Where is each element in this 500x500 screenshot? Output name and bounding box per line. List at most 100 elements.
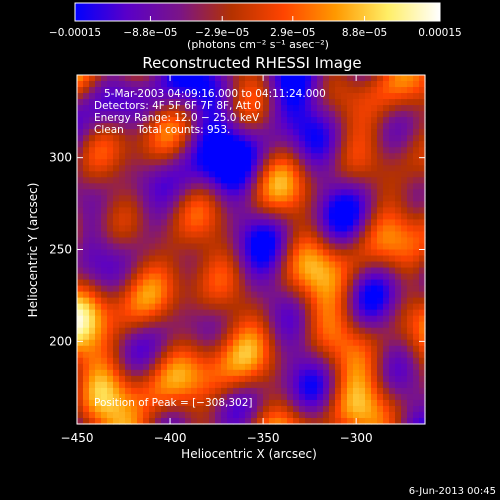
heatmap-cell xyxy=(317,339,324,347)
heatmap-cell xyxy=(377,303,384,311)
heatmap-cell xyxy=(251,273,258,281)
heatmap-cell xyxy=(125,417,132,425)
heatmap-cell xyxy=(251,339,258,347)
heatmap-cell xyxy=(257,99,264,106)
heatmap-cell xyxy=(149,219,156,227)
heatmap-cell xyxy=(353,141,360,148)
heatmap-cell xyxy=(197,243,204,251)
heatmap-cell xyxy=(137,375,144,383)
heatmap-cell xyxy=(263,243,270,251)
heatmap-cell xyxy=(113,87,120,94)
heatmap-cell xyxy=(395,207,402,214)
heatmap-cell xyxy=(173,303,180,311)
heatmap-cell xyxy=(143,117,150,124)
heatmap-cell xyxy=(203,183,210,190)
heatmap-cell xyxy=(143,321,150,329)
heatmap-cell xyxy=(179,315,186,323)
heatmap-cell xyxy=(269,333,276,341)
heatmap-cell xyxy=(275,135,282,142)
heatmap-cell xyxy=(203,357,210,365)
heatmap-cell xyxy=(383,399,390,407)
heatmap-cell xyxy=(77,303,84,311)
heatmap-cell xyxy=(395,213,402,221)
heatmap-cell xyxy=(245,387,252,395)
heatmap-cell xyxy=(257,255,264,263)
heatmap-cell xyxy=(323,237,330,245)
heatmap-cell xyxy=(113,417,120,425)
heatmap-cell xyxy=(101,231,108,239)
heatmap-cell xyxy=(407,363,414,371)
heatmap-cell xyxy=(227,99,234,106)
heatmap-cell xyxy=(419,399,426,407)
heatmap-cell xyxy=(113,279,120,287)
heatmap-cell xyxy=(305,261,312,269)
heatmap-cell xyxy=(221,261,228,269)
heatmap-cell xyxy=(191,297,198,305)
heatmap-cell xyxy=(161,189,168,196)
heatmap-cell xyxy=(383,369,390,377)
heatmap-cell xyxy=(377,339,384,347)
heatmap-cell xyxy=(131,357,138,365)
heatmap-cell xyxy=(101,393,108,401)
heatmap-cell xyxy=(83,303,90,311)
heatmap-cell xyxy=(281,105,288,112)
heatmap-cell xyxy=(371,153,378,160)
heatmap-cell xyxy=(305,411,312,419)
heatmap-cell xyxy=(263,345,270,353)
heatmap-cell xyxy=(293,291,300,299)
heatmap-cell xyxy=(191,117,198,124)
heatmap-cell xyxy=(191,93,198,100)
heatmap-cell xyxy=(209,267,216,275)
heatmap-cell xyxy=(269,141,276,148)
heatmap-cell xyxy=(281,279,288,287)
heatmap-cell xyxy=(137,243,144,251)
heatmap-cell xyxy=(197,375,204,383)
heatmap-cell xyxy=(401,183,408,190)
heatmap-cell xyxy=(269,255,276,263)
heatmap-cell xyxy=(179,273,186,281)
heatmap-cell xyxy=(293,75,300,82)
heatmap-cell xyxy=(419,129,426,136)
heatmap-cell xyxy=(359,381,366,389)
heatmap-cell xyxy=(317,249,324,257)
heatmap-cell xyxy=(137,75,144,82)
heatmap-cell xyxy=(251,321,258,329)
heatmap-cell xyxy=(257,153,264,160)
heatmap-cell xyxy=(131,183,138,190)
heatmap-cell xyxy=(89,93,96,100)
heatmap-cell xyxy=(377,333,384,341)
heatmap-cell xyxy=(377,297,384,305)
heatmap-cell xyxy=(101,399,108,407)
heatmap-cell xyxy=(329,213,336,221)
heatmap-cell xyxy=(287,291,294,299)
heatmap-cell xyxy=(281,357,288,365)
heatmap-cell xyxy=(77,315,84,323)
heatmap-cell xyxy=(245,393,252,401)
heatmap-cell xyxy=(155,375,162,383)
heatmap-cell xyxy=(125,207,132,214)
heatmap-cell xyxy=(89,141,96,148)
heatmap-cell xyxy=(257,345,264,353)
heatmap-cell xyxy=(341,303,348,311)
heatmap-cell xyxy=(407,327,414,335)
heatmap-cell xyxy=(161,135,168,142)
heatmap-cell xyxy=(263,129,270,136)
heatmap-cell xyxy=(317,87,324,94)
heatmap-cell xyxy=(83,153,90,160)
heatmap-cell xyxy=(245,165,252,172)
heatmap-cell xyxy=(275,357,282,365)
heatmap-cell xyxy=(191,111,198,118)
heatmap-cell xyxy=(161,327,168,335)
heatmap-cell xyxy=(125,267,132,275)
heatmap-cell xyxy=(107,297,114,305)
heatmap-cell xyxy=(257,393,264,401)
heatmap-cell xyxy=(179,207,186,214)
heatmap-cell xyxy=(167,111,174,118)
heatmap-cell xyxy=(119,135,126,142)
heatmap-cell xyxy=(311,159,318,166)
heatmap-cell xyxy=(203,249,210,257)
heatmap-cell xyxy=(95,171,102,178)
heatmap-cell xyxy=(131,177,138,184)
heatmap-cell xyxy=(227,93,234,100)
heatmap-cell xyxy=(263,231,270,239)
